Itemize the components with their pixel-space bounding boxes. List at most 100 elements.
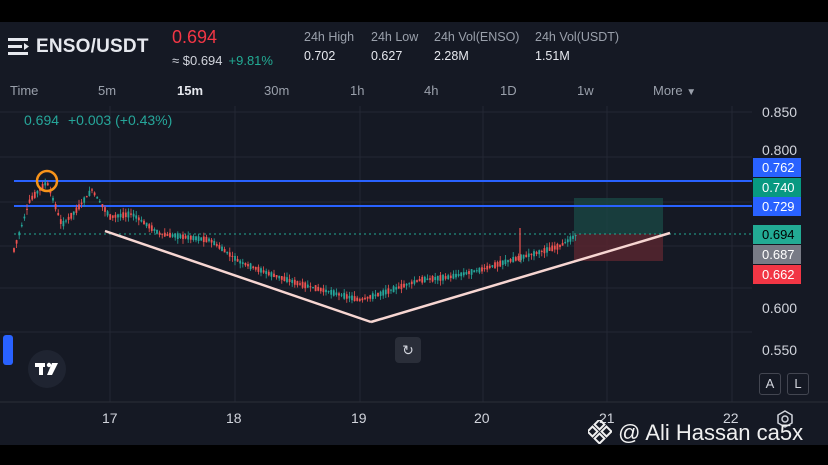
- candle-body: [182, 234, 184, 240]
- reset-chart-button[interactable]: ↻: [395, 337, 421, 363]
- candle-body: [122, 212, 125, 219]
- tab-time[interactable]: Time: [10, 83, 39, 98]
- tab-30m[interactable]: 30m: [264, 83, 290, 98]
- candle-body: [244, 263, 247, 266]
- price-tag-text: 0.740: [762, 180, 795, 195]
- menu-icon[interactable]: [8, 38, 30, 56]
- candle-body: [270, 272, 273, 277]
- candle-body: [273, 273, 275, 277]
- candle-body: [309, 286, 312, 288]
- candle-body: [369, 295, 372, 299]
- candle-body: [447, 275, 450, 280]
- price-chart[interactable]: 0.694 +0.003 (+0.43%) 0.850 0.800 0.600 …: [0, 22, 828, 445]
- candle-body: [223, 248, 226, 253]
- candle-body: [67, 216, 70, 220]
- candle-body: [356, 297, 359, 301]
- candle-body: [488, 265, 491, 268]
- candle-body: [257, 266, 260, 272]
- candle-body: [28, 199, 31, 203]
- candle-body: [353, 296, 356, 302]
- candle-body: [46, 183, 49, 186]
- candle-body: [215, 244, 218, 246]
- price-tag-729: [753, 197, 801, 216]
- candle-body: [496, 262, 499, 267]
- log-scale-button[interactable]: L: [787, 373, 809, 395]
- candle-body: [20, 224, 23, 227]
- auto-scale-button[interactable]: A: [759, 373, 781, 395]
- candle-body: [161, 233, 164, 235]
- stat-value: 0.702: [304, 49, 336, 63]
- candle-body: [306, 284, 309, 288]
- candle-body: [249, 263, 252, 270]
- candle-body: [96, 196, 99, 199]
- stat-24h-low: 24h Low 0.627: [371, 30, 418, 63]
- candle-body: [195, 236, 197, 241]
- price-tag-694: [753, 225, 801, 244]
- x-tick-label: 17: [102, 410, 118, 426]
- y-tick-label: 0.800: [762, 142, 797, 158]
- candle-body: [462, 272, 465, 276]
- candle-body: [444, 276, 447, 279]
- watermark-text: @ Ali Hassan ca5x: [618, 420, 804, 445]
- candle-body: [210, 239, 213, 243]
- x-tick-label: 22: [723, 410, 739, 426]
- candle-body: [509, 259, 512, 262]
- candle-body: [410, 281, 413, 285]
- candle-body: [465, 272, 468, 275]
- y-tick-label: 0.550: [762, 342, 797, 358]
- candle-body: [395, 287, 398, 290]
- candle-body: [75, 207, 78, 213]
- price-tag-740: [753, 178, 801, 197]
- stat-value: 0.627: [371, 49, 403, 63]
- candle-body: [475, 270, 478, 272]
- candle-body: [234, 255, 236, 261]
- tab-1d[interactable]: 1D: [500, 83, 517, 98]
- candle-body: [439, 275, 442, 281]
- candle-body: [158, 232, 161, 235]
- candle-body: [192, 235, 195, 241]
- candle-body: [501, 260, 504, 265]
- candle-body: [416, 280, 418, 282]
- candle-body: [57, 213, 60, 216]
- candle-body: [88, 190, 91, 196]
- more-dropdown[interactable]: More ▼: [653, 83, 696, 98]
- candle-body: [70, 212, 73, 219]
- candle-body: [449, 275, 452, 279]
- candle-body: [137, 217, 140, 221]
- legend-price: 0.694: [24, 112, 59, 128]
- candle-body: [561, 242, 564, 246]
- candle-body: [189, 235, 192, 240]
- candle-body: [413, 280, 416, 284]
- candle-body: [44, 182, 47, 186]
- candle-body: [457, 274, 460, 276]
- candle-body: [535, 251, 538, 255]
- pair-title[interactable]: ENSO/USDT: [36, 36, 149, 57]
- side-panel-toggle[interactable]: [3, 335, 13, 365]
- tab-1h[interactable]: 1h: [350, 83, 365, 98]
- candle-body: [304, 282, 307, 289]
- candle-body: [163, 232, 166, 237]
- candle-body: [176, 233, 179, 240]
- tab-4h[interactable]: 4h: [424, 83, 439, 98]
- candle-body: [330, 289, 333, 295]
- candle-body: [481, 267, 483, 272]
- candle-body: [543, 248, 546, 254]
- candle-body: [574, 235, 577, 237]
- candle-body: [572, 235, 574, 239]
- candle-body: [527, 253, 530, 257]
- tab-1w[interactable]: 1w: [577, 83, 594, 98]
- chart-frame: ENSO/USDT 0.694 ≈ $0.694 +9.81% 24h High …: [0, 22, 828, 445]
- candle-body: [218, 245, 221, 249]
- candle-body: [26, 208, 28, 211]
- candle-body: [262, 270, 265, 273]
- candle-body: [231, 255, 234, 257]
- candle-body: [101, 204, 104, 208]
- candle-body: [382, 290, 385, 296]
- settings-gear-icon: [777, 410, 793, 428]
- tab-15m[interactable]: 15m: [177, 83, 204, 98]
- ticker-header: ENSO/USDT 0.694 ≈ $0.694 +9.81% 24h High …: [0, 22, 828, 72]
- price-tag-text: 0.687: [762, 247, 795, 262]
- candle-body: [18, 232, 21, 236]
- candle-body: [525, 254, 528, 258]
- tab-5m[interactable]: 5m: [98, 83, 117, 98]
